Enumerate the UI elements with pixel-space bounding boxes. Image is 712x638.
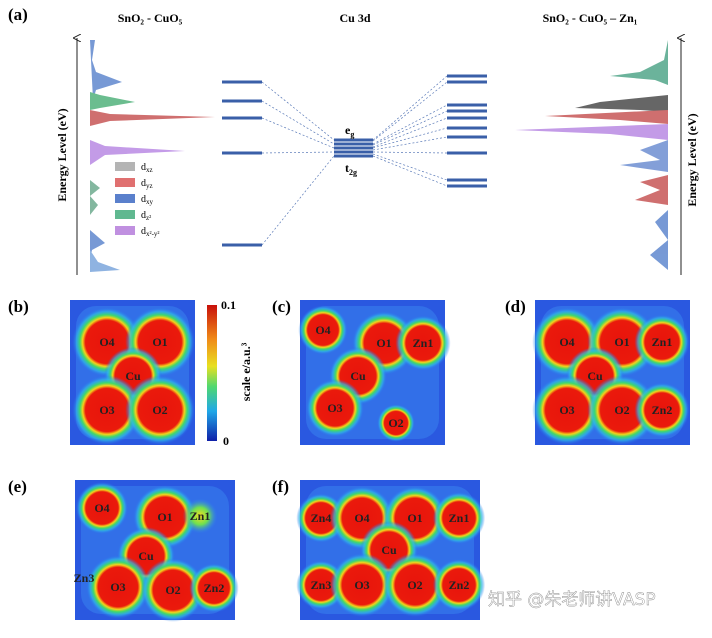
atom-label: O2 bbox=[614, 403, 629, 417]
atom-density bbox=[377, 404, 415, 442]
atom-label: Cu bbox=[350, 369, 366, 383]
atom-label: O4 bbox=[99, 335, 114, 349]
atom-density bbox=[189, 563, 239, 613]
atom-label: O3 bbox=[354, 578, 369, 592]
density-map: O4 O1 Zn1 Cu O3 O2 Zn2 Zn3 (e) bbox=[8, 477, 239, 622]
atom-density bbox=[432, 491, 486, 545]
y-axis-label: Energy Level (eV) bbox=[685, 113, 699, 206]
atom-label: Zn3 bbox=[311, 578, 332, 592]
panel-label: (e) bbox=[8, 477, 27, 496]
density-map: O4 O1 Cu O3 O2 (b) bbox=[8, 297, 195, 445]
panel-label: (d) bbox=[505, 297, 526, 316]
atom-label: Zn1 bbox=[449, 511, 470, 525]
atom-label: Zn1 bbox=[413, 336, 434, 350]
legend-entry: dz² bbox=[141, 210, 151, 222]
atom-label: Zn2 bbox=[204, 581, 225, 595]
atom-label: O3 bbox=[99, 403, 114, 417]
atom-label: O4 bbox=[94, 501, 109, 515]
atom-label: O3 bbox=[559, 403, 574, 417]
colorbar-min: 0 bbox=[223, 434, 229, 448]
atom-density bbox=[125, 375, 195, 445]
legend: dxz dyz dxy dz² dx²-y² bbox=[115, 162, 160, 238]
dos-right bbox=[515, 40, 668, 270]
atom-label: Cu bbox=[138, 549, 154, 563]
atom-label: Zn3 bbox=[74, 571, 95, 585]
dos-left bbox=[90, 40, 215, 272]
atom-density bbox=[395, 315, 451, 371]
density-map: O4 O1 Zn1 Cu O3 O2 Zn2 (d) bbox=[505, 297, 690, 445]
atom-label: O4 bbox=[315, 323, 330, 337]
atom-label: Zn1 bbox=[190, 509, 211, 523]
density-map: O4 O1 Zn1 Cu O3 O2 (c) bbox=[272, 297, 451, 445]
atom-label: Zn1 bbox=[652, 335, 673, 349]
left-title: SnO₂ - CuO₅ bbox=[118, 11, 183, 25]
panel-label: (b) bbox=[8, 297, 29, 316]
eg-label: eg bbox=[345, 123, 354, 139]
atom-label: Zn4 bbox=[311, 511, 332, 525]
atom-label: Cu bbox=[125, 369, 141, 383]
atom-label: O1 bbox=[614, 335, 629, 349]
panel-label: (c) bbox=[272, 297, 291, 316]
atom-density bbox=[330, 553, 394, 617]
colorbar-max: 0.1 bbox=[221, 298, 236, 312]
atom-density bbox=[383, 553, 447, 617]
atom-label: O1 bbox=[157, 510, 172, 524]
legend-entry: dxz bbox=[141, 162, 153, 174]
atom-density bbox=[182, 498, 218, 534]
legend-entry: dyz bbox=[141, 178, 153, 190]
atom-label: O2 bbox=[388, 416, 403, 430]
panel-label: (f) bbox=[272, 477, 289, 496]
atom-density bbox=[75, 481, 129, 535]
legend-entry: dx²-y² bbox=[141, 226, 160, 238]
atom-density bbox=[72, 375, 142, 445]
atom-density bbox=[634, 382, 690, 438]
atom-label: O4 bbox=[354, 511, 369, 525]
legend-entry: dxy bbox=[141, 194, 154, 206]
t2g-label: t2g bbox=[345, 161, 357, 177]
atom-label: O1 bbox=[376, 336, 391, 350]
atom-label: Zn2 bbox=[449, 578, 470, 592]
y-axis-label: Energy Level (eV) bbox=[55, 108, 69, 201]
density-maps: O4 O1 Cu O3 O2 (b) O4 O1 Zn1 Cu O3 O2 (c) O4 O1 Zn1 Cu O3… bbox=[8, 297, 690, 622]
atom-label: O2 bbox=[407, 578, 422, 592]
atom-density bbox=[634, 314, 690, 370]
atom-density bbox=[587, 375, 657, 445]
atom-label: O4 bbox=[559, 335, 574, 349]
atom-label: O3 bbox=[327, 401, 342, 415]
atom-label: Zn2 bbox=[652, 403, 673, 417]
panel-label: (a) bbox=[8, 5, 28, 24]
connectors bbox=[261, 75, 448, 246]
atom-label: Cu bbox=[587, 369, 603, 383]
atom-label: Cu bbox=[381, 543, 397, 557]
atom-label: O3 bbox=[110, 580, 125, 594]
atom-density bbox=[432, 558, 486, 612]
energy-levels bbox=[222, 74, 487, 247]
atom-density bbox=[298, 305, 348, 355]
atom-label: O2 bbox=[152, 403, 167, 417]
center-title: Cu 3d bbox=[339, 11, 370, 25]
atom-label: O1 bbox=[407, 511, 422, 525]
atom-label: O2 bbox=[165, 583, 180, 597]
right-title: SnO₂ - CuO₅ – Zn₁ bbox=[543, 11, 638, 25]
panel-a: (a) SnO₂ - CuO₅ Cu 3d SnO₂ - CuO₅ – Zn₁ … bbox=[8, 5, 699, 275]
colorbar: 0.1 0 scale e/a.u.³ bbox=[207, 298, 253, 448]
watermark: 知乎 @朱老师讲VASP bbox=[488, 590, 656, 610]
atom-label: O1 bbox=[152, 335, 167, 349]
atom-density bbox=[306, 379, 364, 437]
atom-density bbox=[141, 558, 205, 622]
atom-density bbox=[532, 375, 602, 445]
colorbar-label: scale e/a.u.³ bbox=[239, 342, 253, 401]
density-map: Zn4 O4 O1 Zn1 Cu Zn3 O3 O2 Zn2 (f) bbox=[272, 477, 486, 620]
atom-density bbox=[86, 555, 150, 619]
